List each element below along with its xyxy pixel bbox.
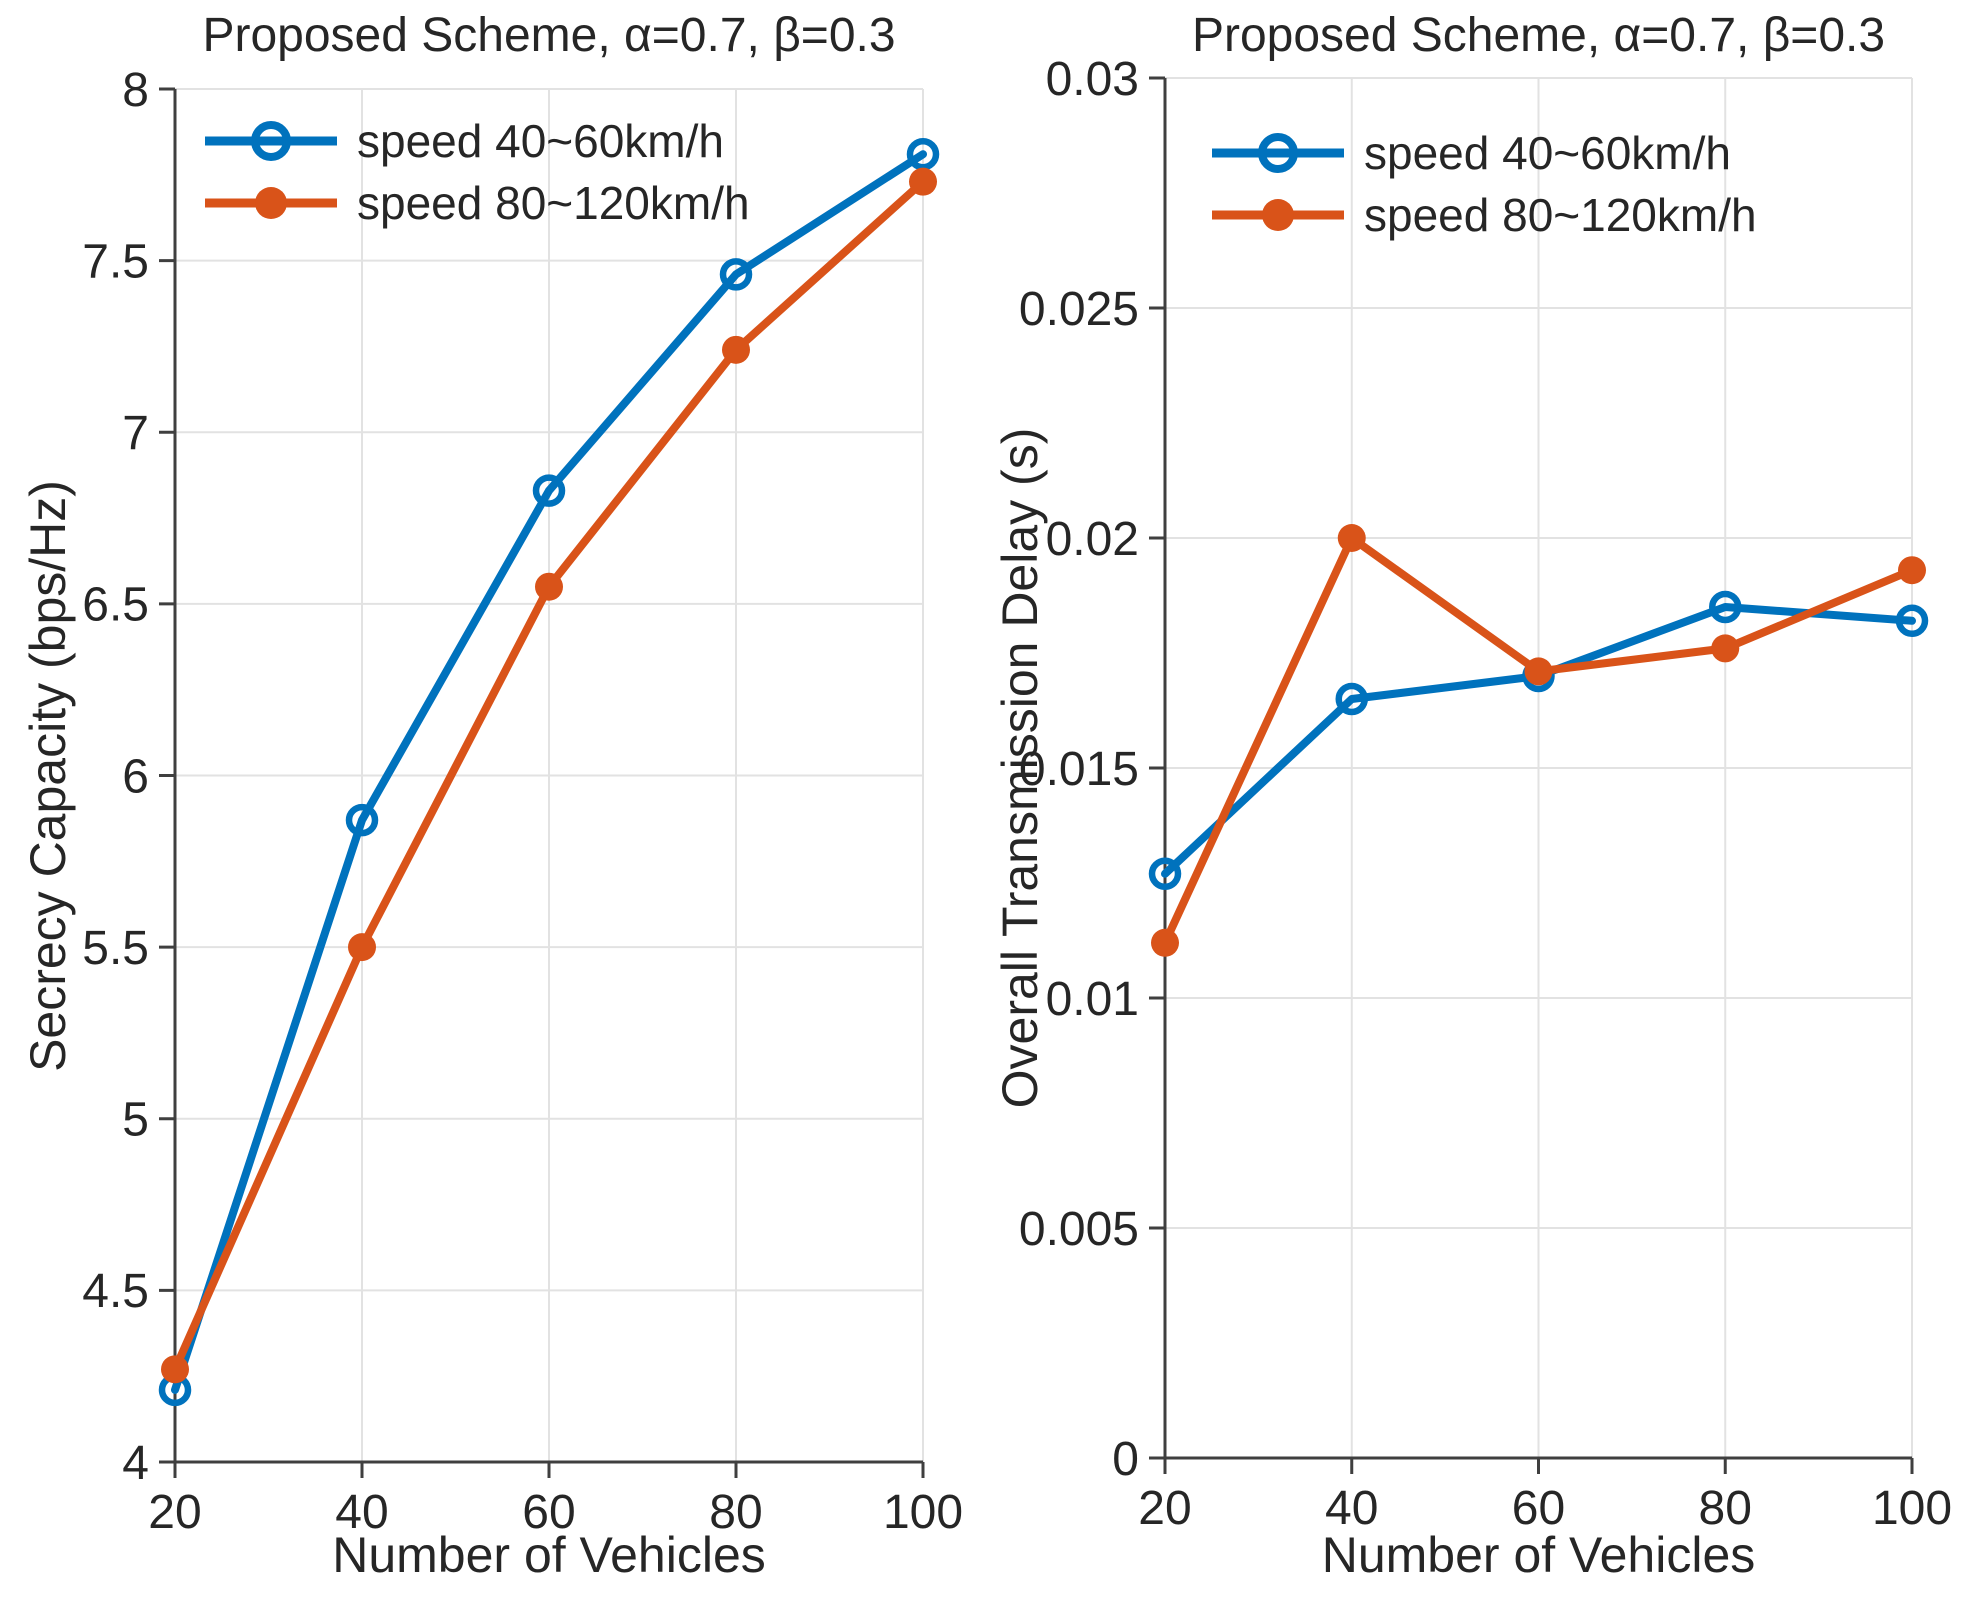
left-chart-title: Proposed Scheme, α=0.7, β=0.3 <box>202 9 896 62</box>
right-chart-title: Proposed Scheme, α=0.7, β=0.3 <box>1191 9 1886 62</box>
svg-text:60: 60 <box>1512 1482 1565 1535</box>
svg-text:6: 6 <box>122 750 149 803</box>
svg-text:0.025: 0.025 <box>1019 283 1139 336</box>
left-x-axis-label: Number of Vehicles <box>332 1527 766 1583</box>
legend-item-speed-40-60: speed 40~60km/h <box>1212 122 1757 184</box>
legend-item-speed-80-120: speed 80~120km/h <box>1212 184 1757 246</box>
svg-text:80: 80 <box>1699 1482 1752 1535</box>
svg-text:8: 8 <box>122 64 149 117</box>
svg-text:5: 5 <box>122 1094 149 1147</box>
right-legend: speed 40~60km/h speed 80~120km/h <box>1212 122 1757 246</box>
svg-text:4: 4 <box>122 1437 149 1490</box>
svg-text:0.02: 0.02 <box>1046 513 1139 566</box>
svg-text:6.5: 6.5 <box>82 579 149 632</box>
left-legend: speed 40~60km/h speed 80~120km/h <box>205 110 750 234</box>
legend-item-speed-80-120: speed 80~120km/h <box>205 172 750 234</box>
left-y-axis-label: Secrecy Capacity (bps/Hz) <box>20 480 76 1072</box>
svg-text:20: 20 <box>1138 1482 1191 1535</box>
svg-text:5.5: 5.5 <box>82 922 149 975</box>
svg-text:0.01: 0.01 <box>1046 973 1139 1026</box>
svg-text:100: 100 <box>883 1486 963 1539</box>
legend-label: speed 40~60km/h <box>357 115 724 167</box>
legend-label: speed 80~120km/h <box>1364 189 1757 241</box>
legend-label: speed 80~120km/h <box>357 177 750 229</box>
legend-line-filled-circle-icon <box>1212 199 1344 231</box>
svg-text:4.5: 4.5 <box>82 1265 149 1318</box>
svg-text:0.015: 0.015 <box>1019 743 1139 796</box>
svg-text:0: 0 <box>1112 1433 1139 1486</box>
svg-text:60: 60 <box>522 1486 575 1539</box>
svg-text:7: 7 <box>122 407 149 460</box>
svg-text:7.5: 7.5 <box>82 235 149 288</box>
legend-line-open-circle-icon <box>205 121 337 161</box>
svg-text:0.005: 0.005 <box>1019 1203 1139 1256</box>
svg-text:40: 40 <box>335 1486 388 1539</box>
svg-text:80: 80 <box>709 1486 762 1539</box>
svg-text:40: 40 <box>1325 1482 1378 1535</box>
right-x-axis-label: Number of Vehicles <box>1321 1527 1756 1583</box>
svg-text:100: 100 <box>1872 1482 1952 1535</box>
legend-label: speed 40~60km/h <box>1364 127 1731 179</box>
svg-text:20: 20 <box>148 1486 201 1539</box>
legend-item-speed-40-60: speed 40~60km/h <box>205 110 750 172</box>
legend-line-open-circle-icon <box>1212 133 1344 173</box>
legend-line-filled-circle-icon <box>205 187 337 219</box>
right-y-axis-label: Overall Transmission Delay (s) <box>992 427 1048 1109</box>
svg-text:0.03: 0.03 <box>1046 53 1139 106</box>
